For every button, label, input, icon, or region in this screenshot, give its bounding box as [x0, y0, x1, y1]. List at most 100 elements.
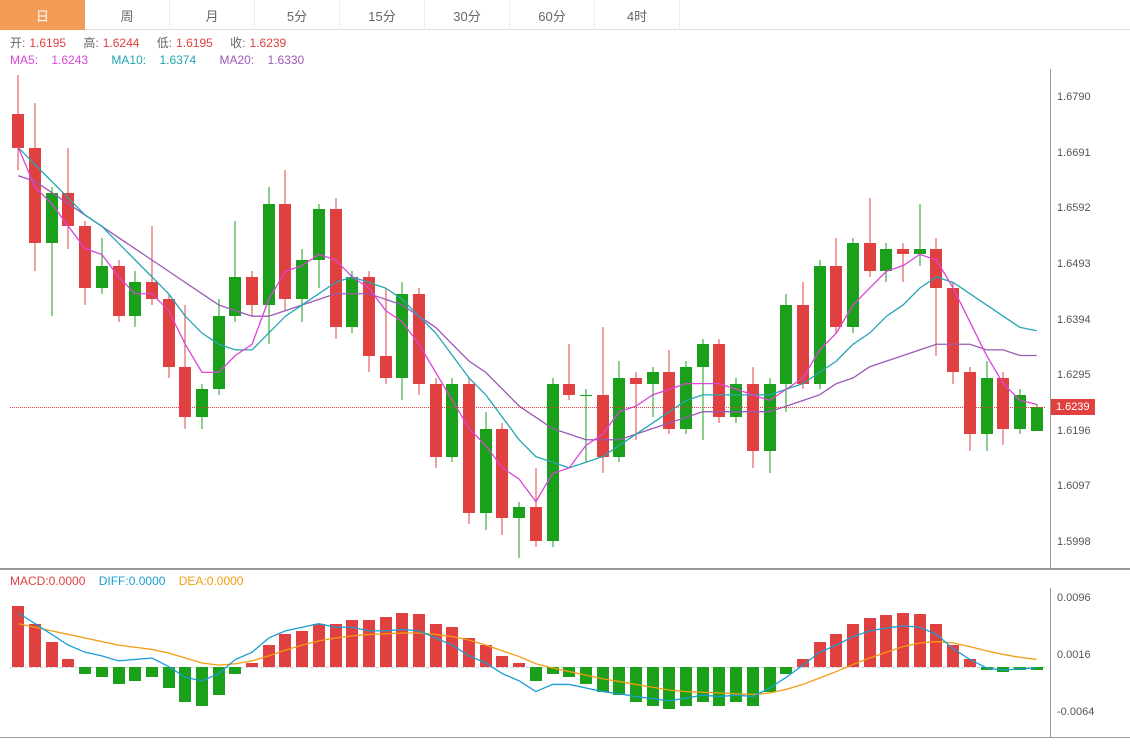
- macd-bar-item: [413, 614, 425, 666]
- ma10-value: 1.6374: [159, 53, 196, 67]
- current-price-tag: 1.6239: [1051, 399, 1095, 415]
- macd-bar-item: [547, 667, 559, 674]
- macd-bar-item: [79, 667, 91, 674]
- open-label: 开:: [10, 36, 25, 50]
- high-value: 1.6244: [103, 36, 140, 50]
- macd-label: MACD:: [10, 574, 49, 588]
- y-tick: 1.5998: [1057, 536, 1091, 548]
- macd-bar-item: [179, 667, 191, 703]
- macd-bar-item: [597, 667, 609, 692]
- low-value: 1.6195: [176, 36, 213, 50]
- macd-bar-item: [496, 656, 508, 667]
- timeframe-tabs: 日周月5分15分30分60分4时: [0, 0, 1130, 30]
- tab-30分[interactable]: 30分: [425, 0, 510, 30]
- macd-bar-item: [630, 667, 642, 703]
- sub-y-tick: -0.0064: [1057, 706, 1094, 718]
- macd-bar-item: [530, 667, 542, 681]
- macd-bar-item: [880, 615, 892, 666]
- macd-bar-item: [430, 624, 442, 667]
- ohlc-bar: 开:1.6195 高:1.6244 低:1.6195 收:1.6239: [0, 30, 1130, 53]
- diff-label: DIFF:: [99, 574, 129, 588]
- macd-bar-item: [613, 667, 625, 696]
- macd-bar-item: [713, 667, 725, 706]
- macd-bar-item: [930, 624, 942, 667]
- macd-bar-item: [396, 613, 408, 667]
- macd-bar-item: [1031, 667, 1043, 671]
- macd-bar-item: [96, 667, 108, 678]
- y-tick: 1.6196: [1057, 425, 1091, 437]
- macd-value: 0.0000: [49, 574, 86, 588]
- y-tick: 1.6592: [1057, 202, 1091, 214]
- macd-bar-item: [129, 667, 141, 681]
- dea-label: DEA:: [179, 574, 207, 588]
- ma20-label: MA20:: [219, 53, 254, 67]
- macd-bar-item: [964, 659, 976, 666]
- high-label: 高:: [83, 36, 98, 50]
- ma5-value: 1.6243: [51, 53, 88, 67]
- tab-周[interactable]: 周: [85, 0, 170, 30]
- sub-y-tick: 0.0096: [1057, 592, 1091, 604]
- macd-bar-item: [747, 667, 759, 706]
- y-tick: 1.6493: [1057, 258, 1091, 270]
- macd-bar-item: [446, 627, 458, 666]
- macd-bar-item: [997, 667, 1009, 673]
- macd-bar-item: [680, 667, 692, 706]
- macd-bar-item: [914, 614, 926, 666]
- y-tick: 1.6691: [1057, 147, 1091, 159]
- macd-bar-item: [764, 667, 776, 692]
- dea-value: 0.0000: [207, 574, 244, 588]
- tab-60分[interactable]: 60分: [510, 0, 595, 30]
- y-tick: 1.6790: [1057, 91, 1091, 103]
- macd-bar-item: [46, 642, 58, 667]
- macd-chart[interactable]: 0.0096 0.0016 -0.0064: [0, 588, 1130, 738]
- ma5-label: MA5:: [10, 53, 38, 67]
- tab-4时[interactable]: 4时: [595, 0, 680, 30]
- macd-bar-item: [363, 620, 375, 666]
- macd-bar-item: [29, 624, 41, 667]
- macd-bar-item: [196, 667, 208, 706]
- macd-bar-item: [313, 624, 325, 667]
- tab-月[interactable]: 月: [170, 0, 255, 30]
- macd-bar-item: [947, 645, 959, 666]
- macd-bar-item: [580, 667, 592, 685]
- main-candlestick-chart[interactable]: 1.67901.66911.65921.64931.63941.62951.61…: [0, 69, 1130, 569]
- macd-bar-item: [797, 659, 809, 666]
- macd-bar-item: [1014, 667, 1026, 671]
- macd-bar-item: [864, 618, 876, 667]
- macd-bar-item: [62, 659, 74, 666]
- ma10-label: MA10:: [111, 53, 146, 67]
- macd-bar-item: [647, 667, 659, 706]
- macd-bar-item: [780, 667, 792, 674]
- macd-bar-item: [463, 638, 475, 667]
- diff-value: 0.0000: [129, 574, 166, 588]
- macd-bar-item: [697, 667, 709, 703]
- ma20-value: 1.6330: [268, 53, 305, 67]
- macd-bar-item: [246, 663, 258, 667]
- macd-bar-item: [296, 631, 308, 667]
- tab-5分[interactable]: 5分: [255, 0, 340, 30]
- macd-bar-item: [163, 667, 175, 688]
- close-label: 收:: [230, 36, 245, 50]
- macd-bar-item: [146, 667, 158, 678]
- macd-bar-item: [814, 642, 826, 667]
- macd-bar-item: [263, 645, 275, 666]
- macd-bar-item: [480, 645, 492, 666]
- close-value: 1.6239: [250, 36, 287, 50]
- macd-bar: MACD:0.0000 DIFF:0.0000 DEA:0.0000: [0, 569, 1130, 588]
- macd-bar-item: [981, 667, 993, 671]
- macd-bar-item: [229, 667, 241, 674]
- low-label: 低:: [157, 36, 172, 50]
- macd-bar-item: [830, 634, 842, 666]
- macd-bar-item: [12, 606, 24, 667]
- ma-bar: MA5: 1.6243 MA10: 1.6374 MA20: 1.6330: [0, 53, 1130, 69]
- macd-bar-item: [346, 620, 358, 666]
- macd-bar-item: [279, 634, 291, 666]
- tab-15分[interactable]: 15分: [340, 0, 425, 30]
- sub-y-tick: 0.0016: [1057, 649, 1091, 661]
- tab-日[interactable]: 日: [0, 0, 85, 30]
- macd-bar-item: [380, 617, 392, 667]
- macd-bar-item: [847, 624, 859, 667]
- macd-bar-item: [563, 667, 575, 678]
- macd-bar-item: [897, 613, 909, 667]
- y-tick: 1.6295: [1057, 369, 1091, 381]
